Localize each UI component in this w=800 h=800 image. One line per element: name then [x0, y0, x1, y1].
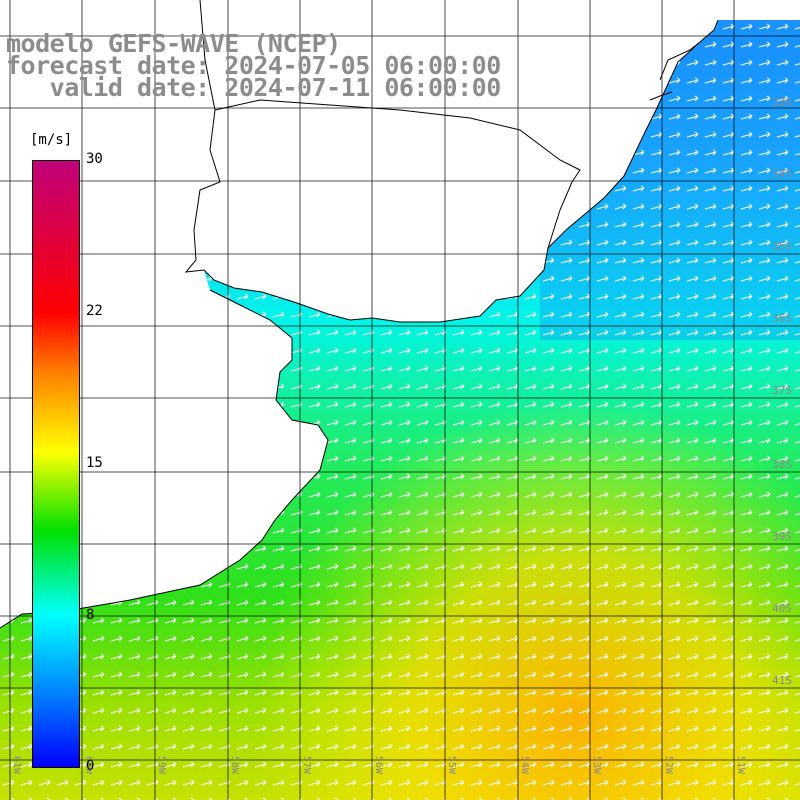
lat-label: 35S [772, 240, 792, 253]
lat-label: 40S [772, 602, 792, 615]
lon-label: 57W [301, 756, 312, 775]
lat-label: 41S [772, 674, 792, 687]
lon-label: 55W [446, 756, 457, 775]
inland-border [214, 99, 581, 249]
colorbar-unit: [m/s] [30, 132, 73, 148]
lat-label: 39S [772, 530, 792, 543]
lat-label: 33S [772, 96, 792, 109]
lon-labels: 61W 60W 59W 58W 57W 56W 55W 54W 53W 52W 51W [11, 756, 746, 775]
lon-label: 61W [11, 756, 22, 775]
colorbar-tick: 8 [86, 607, 95, 623]
lat-label: 36S [772, 312, 792, 325]
colorbar-tick: 15 [86, 455, 103, 471]
lat-labels: 33S 34S 35S 36S 37S 38S 39S 40S 41S [772, 96, 792, 687]
title-valid-date: valid date: 2024-07-11 06:00:00 [6, 73, 502, 102]
lat-label: 38S [772, 458, 792, 471]
lon-label: 51W [735, 756, 746, 775]
colorbar [32, 160, 80, 768]
lon-label: 58W [229, 756, 240, 775]
lat-label: 34S [772, 167, 792, 180]
lon-label: 56W [373, 756, 384, 775]
title-model: modelo GEFS-WAVE (NCEP) [6, 29, 341, 58]
colorbar-tick: 22 [86, 303, 103, 319]
colorbar-tick: 30 [86, 151, 103, 167]
lon-label: 52W [663, 756, 674, 775]
title-forecast-date: forecast date: 2024-07-05 06:00:00 [6, 51, 501, 80]
lon-label: 59W [156, 756, 167, 775]
lat-label: 37S [772, 384, 792, 397]
inland-river [649, 41, 701, 101]
lon-label: 53W [591, 756, 602, 775]
lon-label: 60W [83, 756, 94, 775]
colorbar-tick: 0 [86, 758, 95, 774]
coastline-bay [0, 289, 329, 629]
lon-label: 54W [519, 756, 530, 775]
